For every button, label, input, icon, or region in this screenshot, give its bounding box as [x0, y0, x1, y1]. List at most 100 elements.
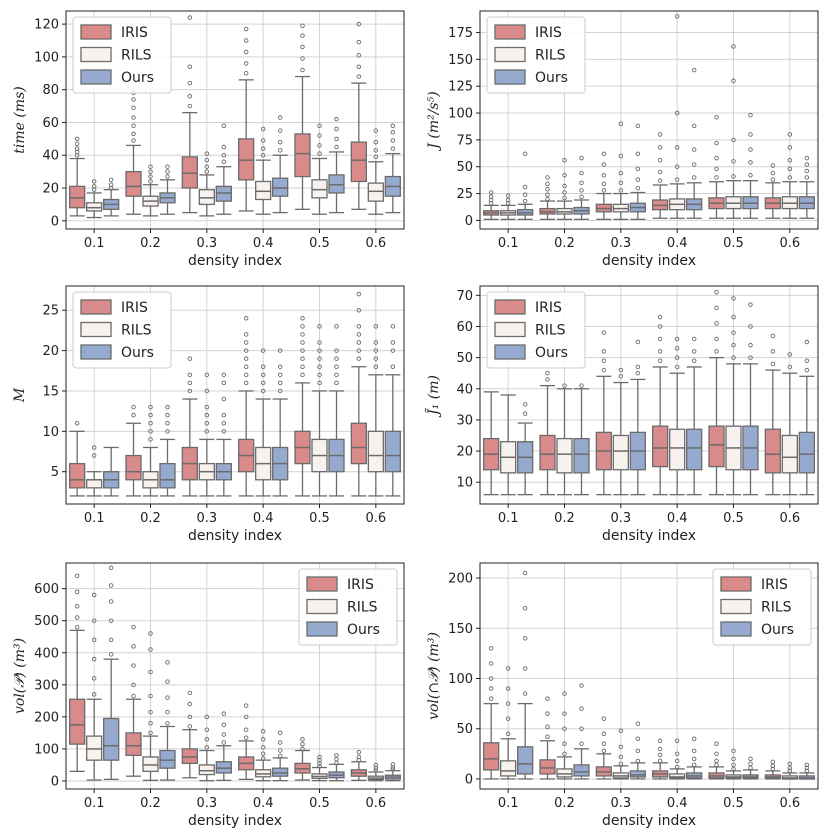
outlier-point [787, 132, 793, 137]
outlier-point [91, 692, 97, 697]
outlier-point [714, 762, 719, 768]
box-ours-0.4 [686, 67, 703, 219]
legend-label-rils: RILS [535, 323, 566, 339]
outlier-point [635, 339, 641, 345]
box-iris-0.4 [238, 26, 255, 212]
outlier-point [204, 404, 210, 410]
outlier-point [334, 356, 339, 361]
outlier-point [148, 164, 153, 169]
y-axis-label: M [12, 387, 28, 403]
outlier-point [300, 56, 305, 61]
outlier-point [522, 666, 528, 671]
outlier-point [674, 145, 680, 150]
outlier-point [691, 175, 697, 180]
legend-swatch-iris [494, 299, 526, 315]
box-iqr [517, 746, 534, 775]
outlier-point [165, 429, 170, 434]
outlier-point [317, 133, 322, 138]
outlier-point [618, 367, 624, 373]
outlier-point [618, 744, 624, 750]
box-iqr [367, 430, 384, 473]
outlier-point [787, 166, 793, 172]
outlier-point [260, 729, 266, 734]
outlier-point [657, 746, 663, 752]
outlier-point [221, 144, 227, 150]
box-ours-0.1 [517, 402, 534, 496]
box-iris-0.3 [181, 690, 198, 779]
outlier-point [334, 324, 339, 329]
outlier-point [373, 154, 379, 160]
outlier-point [373, 340, 379, 345]
outlier-point [277, 372, 283, 378]
outlier-point [601, 716, 607, 721]
outlier-point [522, 691, 528, 696]
y-tick-label: 0 [465, 214, 473, 229]
outlier-point [748, 756, 753, 762]
outlier-point [714, 758, 719, 764]
outlier-point [657, 758, 663, 764]
outlier-point [204, 388, 210, 394]
box-iqr [69, 698, 86, 745]
outlier-point [91, 179, 97, 184]
box-rils-0.1 [500, 193, 517, 220]
outlier-point [787, 175, 793, 180]
outlier-point [300, 44, 305, 50]
outlier-point [356, 348, 362, 353]
box-iris-0.2 [539, 370, 556, 496]
box-iqr [573, 764, 590, 777]
outlier-point [505, 701, 511, 706]
outlier-point [165, 404, 170, 410]
outlier-point [635, 736, 641, 742]
outlier-point [243, 735, 249, 740]
box-ours-0.5 [328, 753, 345, 782]
outlier-point [522, 605, 528, 611]
box-iqr [238, 138, 255, 181]
box-iqr [556, 768, 573, 778]
legend-swatch-rils [720, 598, 752, 615]
outlier-point [804, 762, 810, 768]
outlier-point [691, 358, 697, 363]
box-iqr [311, 179, 328, 199]
box-iris-0.2 [125, 404, 142, 497]
outlier-point [108, 565, 114, 571]
outlier-point [334, 116, 339, 122]
box-iris-0.5 [294, 737, 311, 781]
outlier-point [601, 731, 607, 737]
outlier-point [748, 160, 753, 165]
outlier-point [356, 291, 362, 297]
x-axis-label: density index [188, 528, 282, 544]
outlier-point [243, 727, 249, 732]
x-tick-label: 0.3 [196, 796, 217, 811]
outlier-point [165, 709, 170, 715]
outlier-point [545, 192, 550, 197]
outlier-point [300, 741, 305, 747]
outlier-point [635, 166, 641, 172]
box-ours-0.3 [629, 339, 646, 496]
outlier-point [277, 748, 283, 753]
box-ours-0.6 [798, 155, 815, 219]
y-tick-label: 600 [34, 582, 59, 597]
box-rils-0.3 [198, 714, 215, 782]
outlier-point [74, 615, 80, 620]
outlier-point [187, 103, 193, 109]
box-ours-0.1 [103, 565, 120, 781]
outlier-point [545, 377, 550, 382]
outlier-point [390, 138, 396, 143]
box-iris-0.2 [125, 90, 142, 215]
outlier-point [74, 136, 80, 142]
outlier-point [334, 348, 339, 353]
outlier-point [300, 316, 305, 321]
x-tick-label: 0.2 [140, 236, 161, 251]
box-ours-0.6 [384, 762, 401, 782]
box-iqr [669, 428, 686, 471]
outlier-point [148, 421, 153, 426]
outlier-point [317, 380, 322, 386]
outlier-point [691, 67, 697, 73]
outlier-point [657, 336, 663, 342]
outlier-point [373, 128, 379, 133]
outlier-point [691, 162, 697, 167]
outlier-point [277, 380, 283, 386]
legend: IRIS RILS Ours [712, 568, 812, 646]
box-iris-0.6 [764, 163, 781, 219]
y-tick-label: 40 [42, 149, 59, 164]
